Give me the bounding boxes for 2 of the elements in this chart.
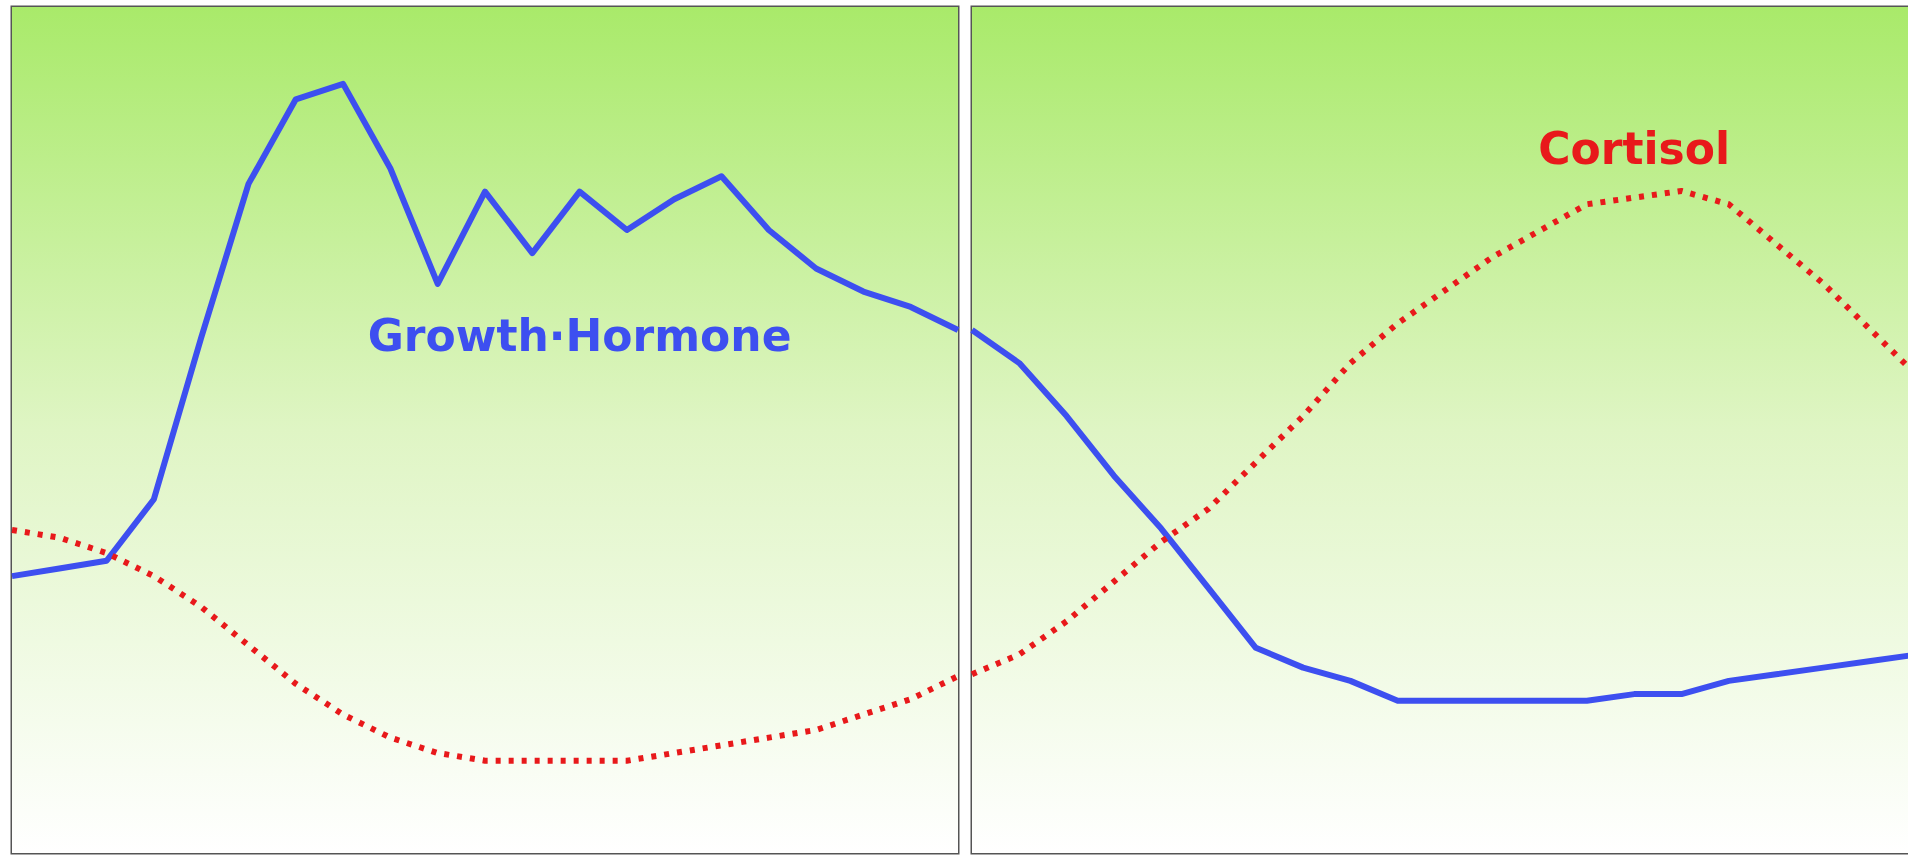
series-label: Growth·Hormone: [367, 309, 792, 361]
series-label: Cortisol: [1538, 123, 1731, 175]
